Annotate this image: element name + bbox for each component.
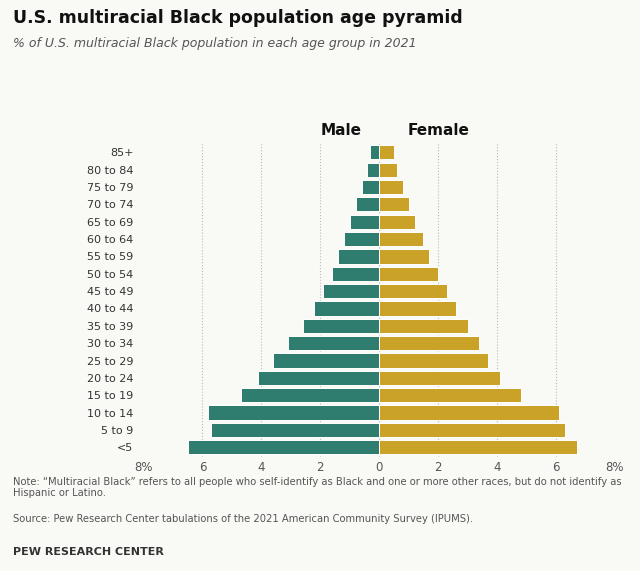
Bar [241,388,379,403]
Bar [367,163,379,177]
Bar [379,301,456,316]
Bar [379,267,438,281]
Bar [379,353,488,368]
Bar [349,215,379,229]
Text: PEW RESEARCH CENTER: PEW RESEARCH CENTER [13,546,164,557]
Text: Note: “Multiracial Black” refers to all people who self-identify as Black and on: Note: “Multiracial Black” refers to all … [13,477,621,498]
Bar [211,423,379,437]
Bar [259,371,379,385]
Bar [379,232,424,246]
Text: Female: Female [407,123,469,138]
Bar [379,405,559,420]
Bar [379,440,577,455]
Text: Male: Male [321,123,362,138]
Bar [379,319,468,333]
Bar [379,423,565,437]
Bar [288,336,379,350]
Bar [379,145,394,159]
Bar [303,319,379,333]
Bar [362,180,379,194]
Bar [323,284,379,298]
Bar [379,336,479,350]
Bar [338,250,379,263]
Bar [379,197,409,211]
Bar [344,232,379,246]
Bar [356,197,379,211]
Bar [273,353,379,368]
Text: % of U.S. multiracial Black population in each age group in 2021: % of U.S. multiracial Black population i… [13,37,417,50]
Text: Source: Pew Research Center tabulations of the 2021 American Community Survey (I: Source: Pew Research Center tabulations … [13,514,473,524]
Bar [379,180,403,194]
Bar [314,301,379,316]
Bar [188,440,379,455]
Bar [379,388,520,403]
Bar [371,145,379,159]
Bar [379,215,415,229]
Text: U.S. multiracial Black population age pyramid: U.S. multiracial Black population age py… [13,9,463,27]
Bar [379,163,397,177]
Bar [332,267,379,281]
Bar [379,284,447,298]
Bar [208,405,379,420]
Bar [379,371,500,385]
Bar [379,250,429,263]
